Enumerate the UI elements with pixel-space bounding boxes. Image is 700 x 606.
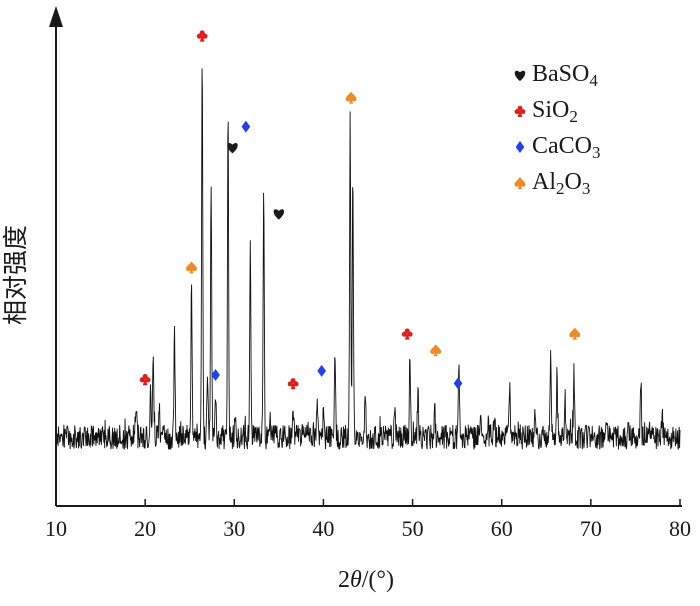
legend-item: SiO2 <box>514 97 578 126</box>
x-tick-label: 60 <box>491 516 513 541</box>
peak-marker-club <box>287 378 299 390</box>
y-axis-arrow <box>49 6 63 27</box>
legend-marker-diamond <box>515 141 525 153</box>
peak-marker-spade <box>430 344 442 357</box>
x-axis-label: 2θ/(°) <box>338 567 394 593</box>
peak-marker-heart <box>273 209 285 220</box>
legend-item: Al2O3 <box>514 169 590 198</box>
legend-marker-club <box>514 105 526 117</box>
peak-marker-spade <box>345 91 357 104</box>
legend-label: SiO2 <box>532 97 578 126</box>
peak-marker-diamond <box>453 377 463 390</box>
x-ticks: 10 20 30 40 50 60 70 80 <box>45 499 691 541</box>
legend-marker-heart <box>514 70 526 81</box>
x-tick-label: 30 <box>223 516 245 541</box>
series-line <box>56 68 681 450</box>
x-tick-label: 50 <box>402 516 424 541</box>
x-tick-label: 10 <box>45 516 67 541</box>
x-tick-label: 40 <box>312 516 334 541</box>
legend-item: CaCO3 <box>515 133 601 162</box>
peak-marker-spade <box>569 327 581 340</box>
peak-marker-diamond <box>211 369 220 382</box>
peak-marker-heart <box>227 143 238 154</box>
legend-label: BaSO4 <box>532 61 598 90</box>
axes <box>49 6 682 507</box>
peak-marker-diamond <box>241 120 251 133</box>
legend-label: CaCO3 <box>532 133 601 162</box>
peak-markers <box>139 30 581 390</box>
legend-label: Al2O3 <box>532 169 590 198</box>
legend-marker-spade <box>514 177 526 189</box>
peak-marker-diamond <box>317 364 326 377</box>
series-layer <box>56 68 681 450</box>
legend-item: BaSO4 <box>514 61 598 90</box>
y-axis-label: 相对强度 <box>1 225 30 325</box>
peak-marker-club <box>139 373 151 386</box>
peak-marker-club <box>401 328 413 340</box>
x-tick-label: 70 <box>580 516 602 541</box>
legend: BaSO4 SiO2 CaCO3 Al2O3 <box>514 61 601 198</box>
peak-marker-club <box>196 30 208 42</box>
x-tick-label: 80 <box>669 516 691 541</box>
peak-marker-spade <box>186 261 197 274</box>
x-tick-label: 20 <box>134 516 156 541</box>
